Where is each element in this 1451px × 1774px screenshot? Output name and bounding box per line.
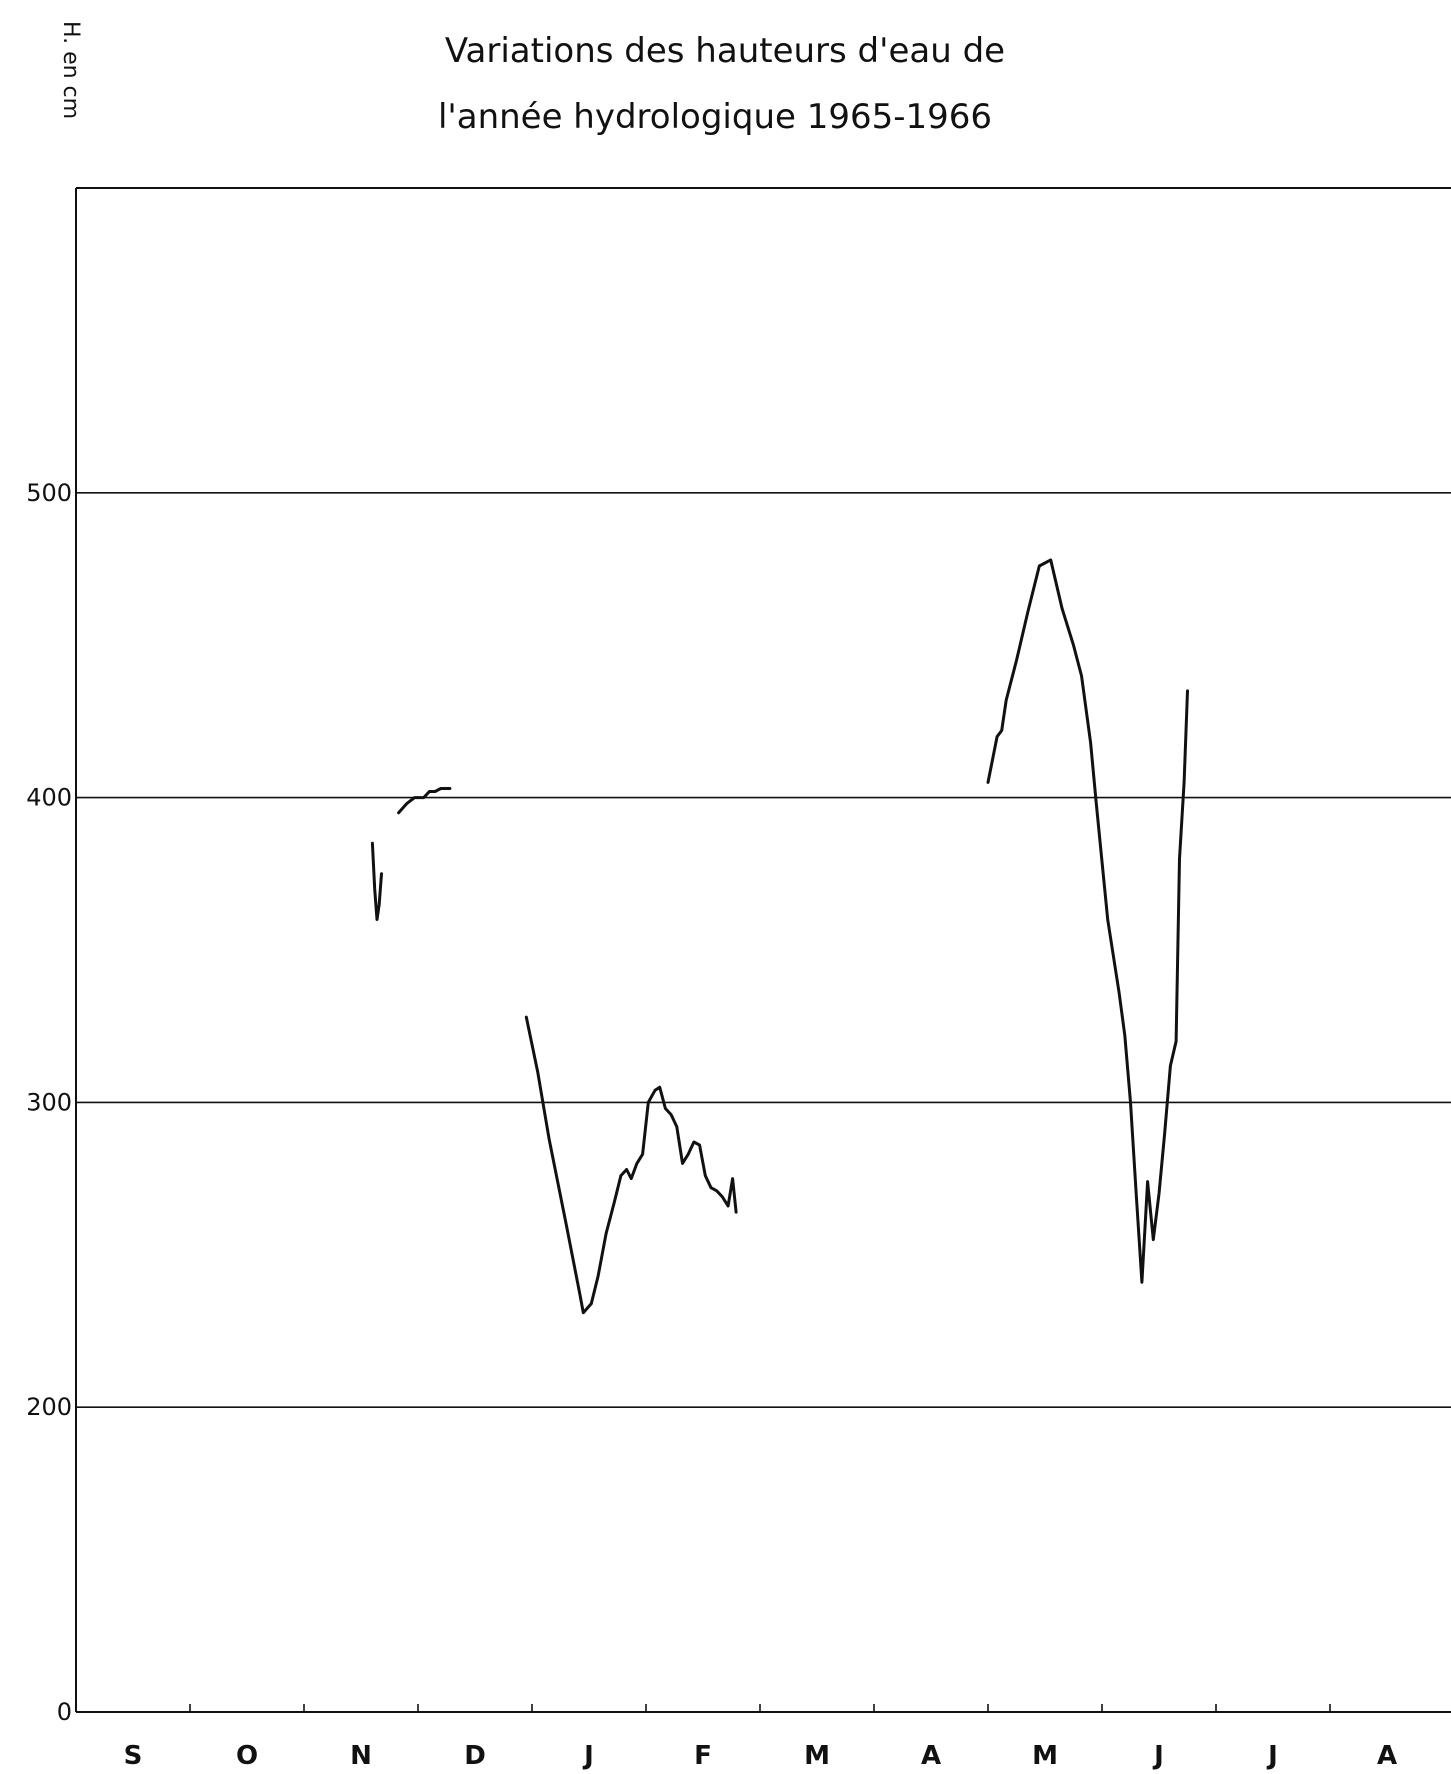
x-tick-label-1: O: [236, 1741, 258, 1771]
x-tick-label-4: J: [582, 1741, 594, 1771]
x-tick-label-10: J: [1266, 1741, 1278, 1771]
y-tick-label-4: 500: [26, 479, 72, 507]
x-tick-label-8: M: [1032, 1741, 1058, 1771]
x-tick-label-6: M: [804, 1741, 830, 1771]
y-tick-labels: 0 200 300 400 500: [26, 479, 72, 1726]
chart-title-line-2: l'année hydrologique 1965-1966: [438, 97, 992, 137]
axes: [75, 187, 1451, 1713]
y-tick-label-1: 200: [26, 1393, 72, 1421]
y-tick-label-2: 300: [26, 1088, 72, 1116]
x-tick-label-7: A: [921, 1741, 941, 1771]
series-line-segment-1: [397, 787, 452, 815]
x-tick-marks: [189, 1704, 1331, 1712]
series-line-segment-3: [986, 558, 1189, 1284]
series-line-segment-2: [524, 1015, 738, 1315]
series-line-segment-0: [370, 841, 383, 921]
chart-title-line-1: Variations des hauteurs d'eau de: [445, 31, 1005, 71]
x-tick-label-2: N: [350, 1741, 372, 1771]
x-tick-label-9: J: [1152, 1741, 1164, 1771]
y-tick-label-3: 400: [26, 784, 72, 812]
x-tick-label-3: D: [464, 1741, 486, 1771]
grid-lines: [76, 491, 1451, 1408]
y-axis-label: H. en cm: [58, 21, 83, 119]
series-lines: [370, 558, 1189, 1315]
x-tick-label-11: A: [1377, 1741, 1397, 1771]
x-tick-label-0: S: [124, 1741, 143, 1771]
x-tick-label-5: F: [694, 1741, 712, 1771]
y-tick-label-0: 0: [57, 1698, 72, 1726]
